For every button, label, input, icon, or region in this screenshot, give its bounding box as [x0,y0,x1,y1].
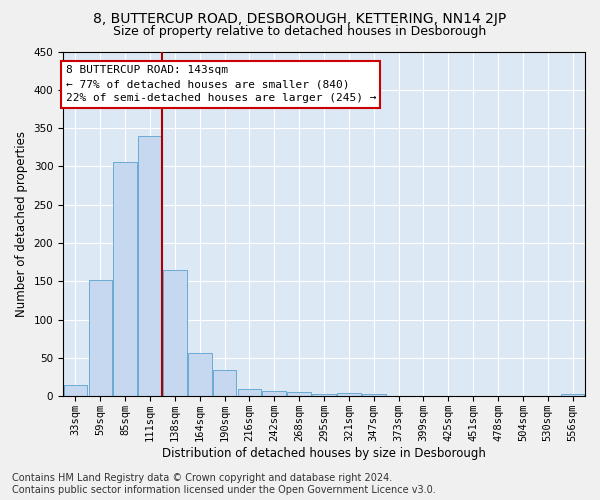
Bar [262,391,286,396]
Bar [337,393,361,396]
Bar [163,270,187,396]
Bar [287,392,311,396]
X-axis label: Distribution of detached houses by size in Desborough: Distribution of detached houses by size … [162,447,486,460]
Bar [89,280,112,396]
Bar [138,136,162,396]
Bar [238,390,261,396]
Bar [362,394,386,396]
Text: 8 BUTTERCUP ROAD: 143sqm
← 77% of detached houses are smaller (840)
22% of semi-: 8 BUTTERCUP ROAD: 143sqm ← 77% of detach… [65,66,376,104]
Text: Size of property relative to detached houses in Desborough: Size of property relative to detached ho… [113,25,487,38]
Text: 8, BUTTERCUP ROAD, DESBOROUGH, KETTERING, NN14 2JP: 8, BUTTERCUP ROAD, DESBOROUGH, KETTERING… [94,12,506,26]
Bar [312,394,336,396]
Bar [188,352,212,397]
Bar [213,370,236,396]
Bar [561,394,584,396]
Bar [113,162,137,396]
Bar [64,385,87,396]
Y-axis label: Number of detached properties: Number of detached properties [15,131,28,317]
Text: Contains HM Land Registry data © Crown copyright and database right 2024.
Contai: Contains HM Land Registry data © Crown c… [12,474,436,495]
